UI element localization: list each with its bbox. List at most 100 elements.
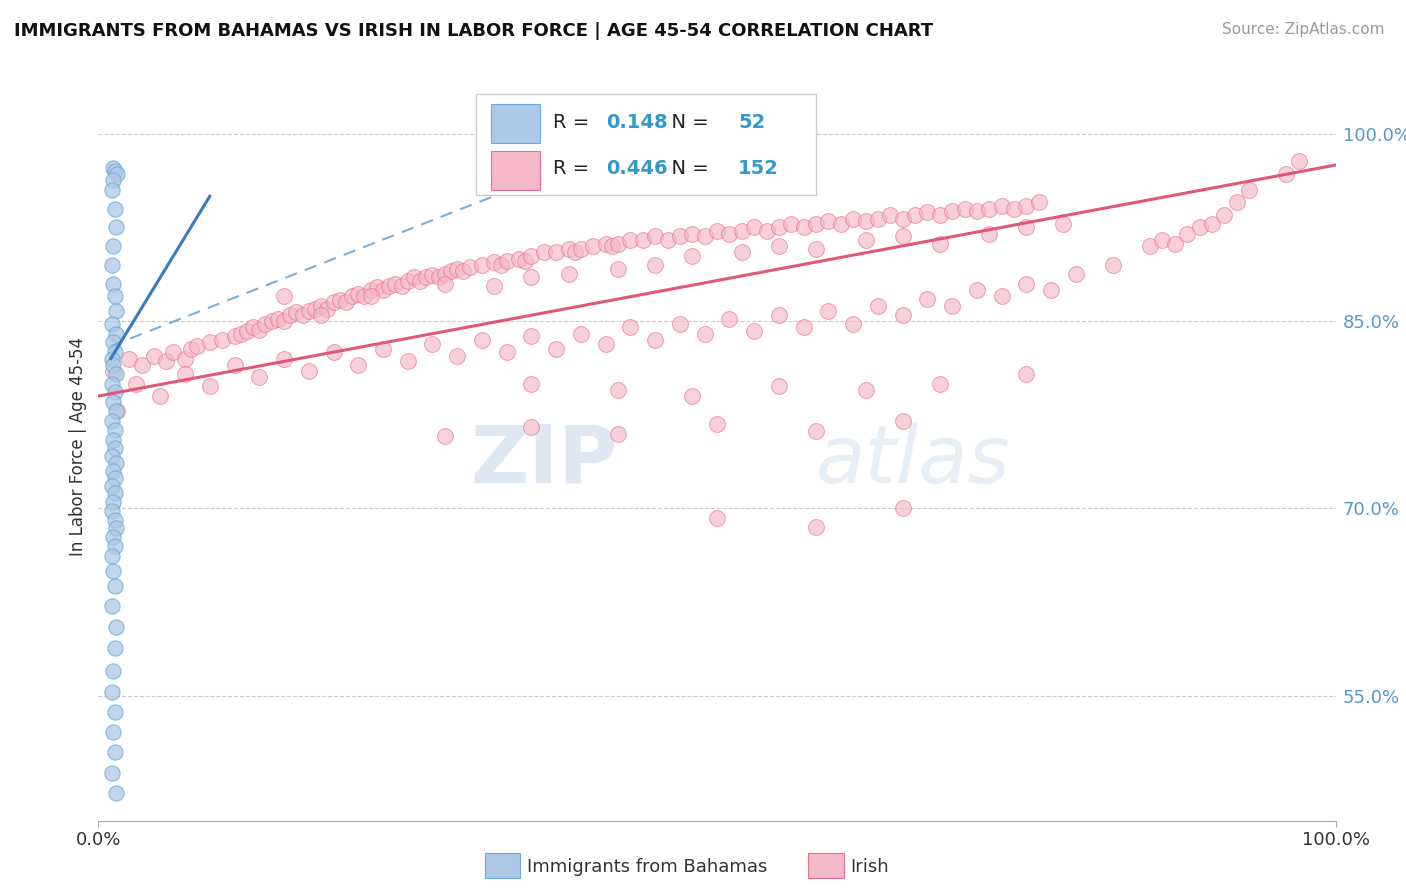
Point [990, 289, 1012, 303]
Point [928, 208, 950, 222]
Point [1164, 236, 1187, 251]
Point [458, 260, 481, 275]
Point [681, 389, 703, 403]
Point [1201, 217, 1223, 231]
Point [1213, 208, 1236, 222]
Point [1052, 217, 1074, 231]
Point [1275, 167, 1298, 181]
Point [681, 249, 703, 263]
Point [1002, 202, 1025, 216]
Point [316, 301, 339, 316]
Point [149, 389, 172, 403]
Point [768, 308, 790, 322]
Point [619, 233, 641, 247]
Point [495, 345, 517, 359]
Point [917, 205, 939, 219]
Point [103, 664, 125, 678]
Point [103, 335, 125, 350]
Point [371, 342, 394, 356]
Point [101, 449, 124, 463]
Text: N =: N = [659, 112, 714, 132]
Point [1139, 239, 1161, 253]
Point [453, 264, 475, 278]
Point [103, 364, 125, 378]
Point [569, 326, 592, 341]
Point [817, 304, 839, 318]
Point [1102, 258, 1125, 272]
Point [979, 227, 1001, 241]
Point [101, 599, 124, 613]
Point [103, 725, 125, 739]
Point [103, 358, 125, 372]
Point [619, 320, 641, 334]
Point [669, 317, 692, 331]
Point [928, 376, 950, 391]
Point [866, 211, 889, 226]
Y-axis label: In Labor Force | Age 45-54: In Labor Force | Age 45-54 [69, 336, 87, 556]
Point [103, 423, 125, 437]
Point [103, 239, 125, 253]
Point [780, 217, 803, 231]
Point [433, 277, 456, 291]
Point [879, 208, 901, 222]
Point [557, 242, 579, 256]
Point [103, 564, 125, 578]
Point [101, 685, 124, 699]
Point [104, 457, 127, 471]
Point [471, 258, 494, 272]
Point [484, 279, 506, 293]
Point [309, 299, 332, 313]
Point [427, 270, 450, 285]
Point [941, 204, 963, 219]
Point [103, 464, 125, 478]
Point [1226, 195, 1249, 210]
Point [966, 283, 988, 297]
Point [103, 513, 125, 527]
Point [631, 233, 654, 247]
Point [304, 301, 326, 316]
Point [186, 339, 208, 353]
Point [706, 417, 728, 431]
FancyBboxPatch shape [475, 94, 815, 195]
Point [842, 211, 865, 226]
Point [340, 289, 363, 303]
Point [101, 504, 124, 518]
Point [422, 268, 444, 282]
Point [101, 549, 124, 563]
Point [105, 404, 128, 418]
Point [446, 349, 468, 363]
Point [440, 264, 463, 278]
Point [904, 208, 927, 222]
Point [371, 283, 394, 297]
Text: ZIP: ZIP [471, 422, 619, 500]
Point [644, 333, 666, 347]
Point [378, 279, 401, 293]
Point [273, 314, 295, 328]
Point [1028, 195, 1050, 210]
Point [891, 501, 914, 516]
Point [402, 270, 425, 285]
Point [731, 245, 754, 260]
Point [103, 277, 125, 291]
Point [103, 745, 125, 759]
Point [1288, 154, 1310, 169]
Point [335, 295, 357, 310]
Point [941, 299, 963, 313]
Point [433, 267, 456, 281]
Point [103, 345, 125, 359]
Point [211, 333, 233, 347]
Point [103, 173, 125, 187]
Point [582, 239, 605, 253]
Point [224, 358, 246, 372]
Point [1015, 277, 1038, 291]
Point [446, 261, 468, 276]
Point [236, 324, 259, 338]
Point [104, 786, 127, 800]
Point [104, 404, 127, 418]
Point [706, 511, 728, 525]
Point [247, 323, 270, 337]
Bar [491, 104, 540, 143]
Point [103, 705, 125, 719]
Point [891, 414, 914, 428]
Point [242, 320, 264, 334]
